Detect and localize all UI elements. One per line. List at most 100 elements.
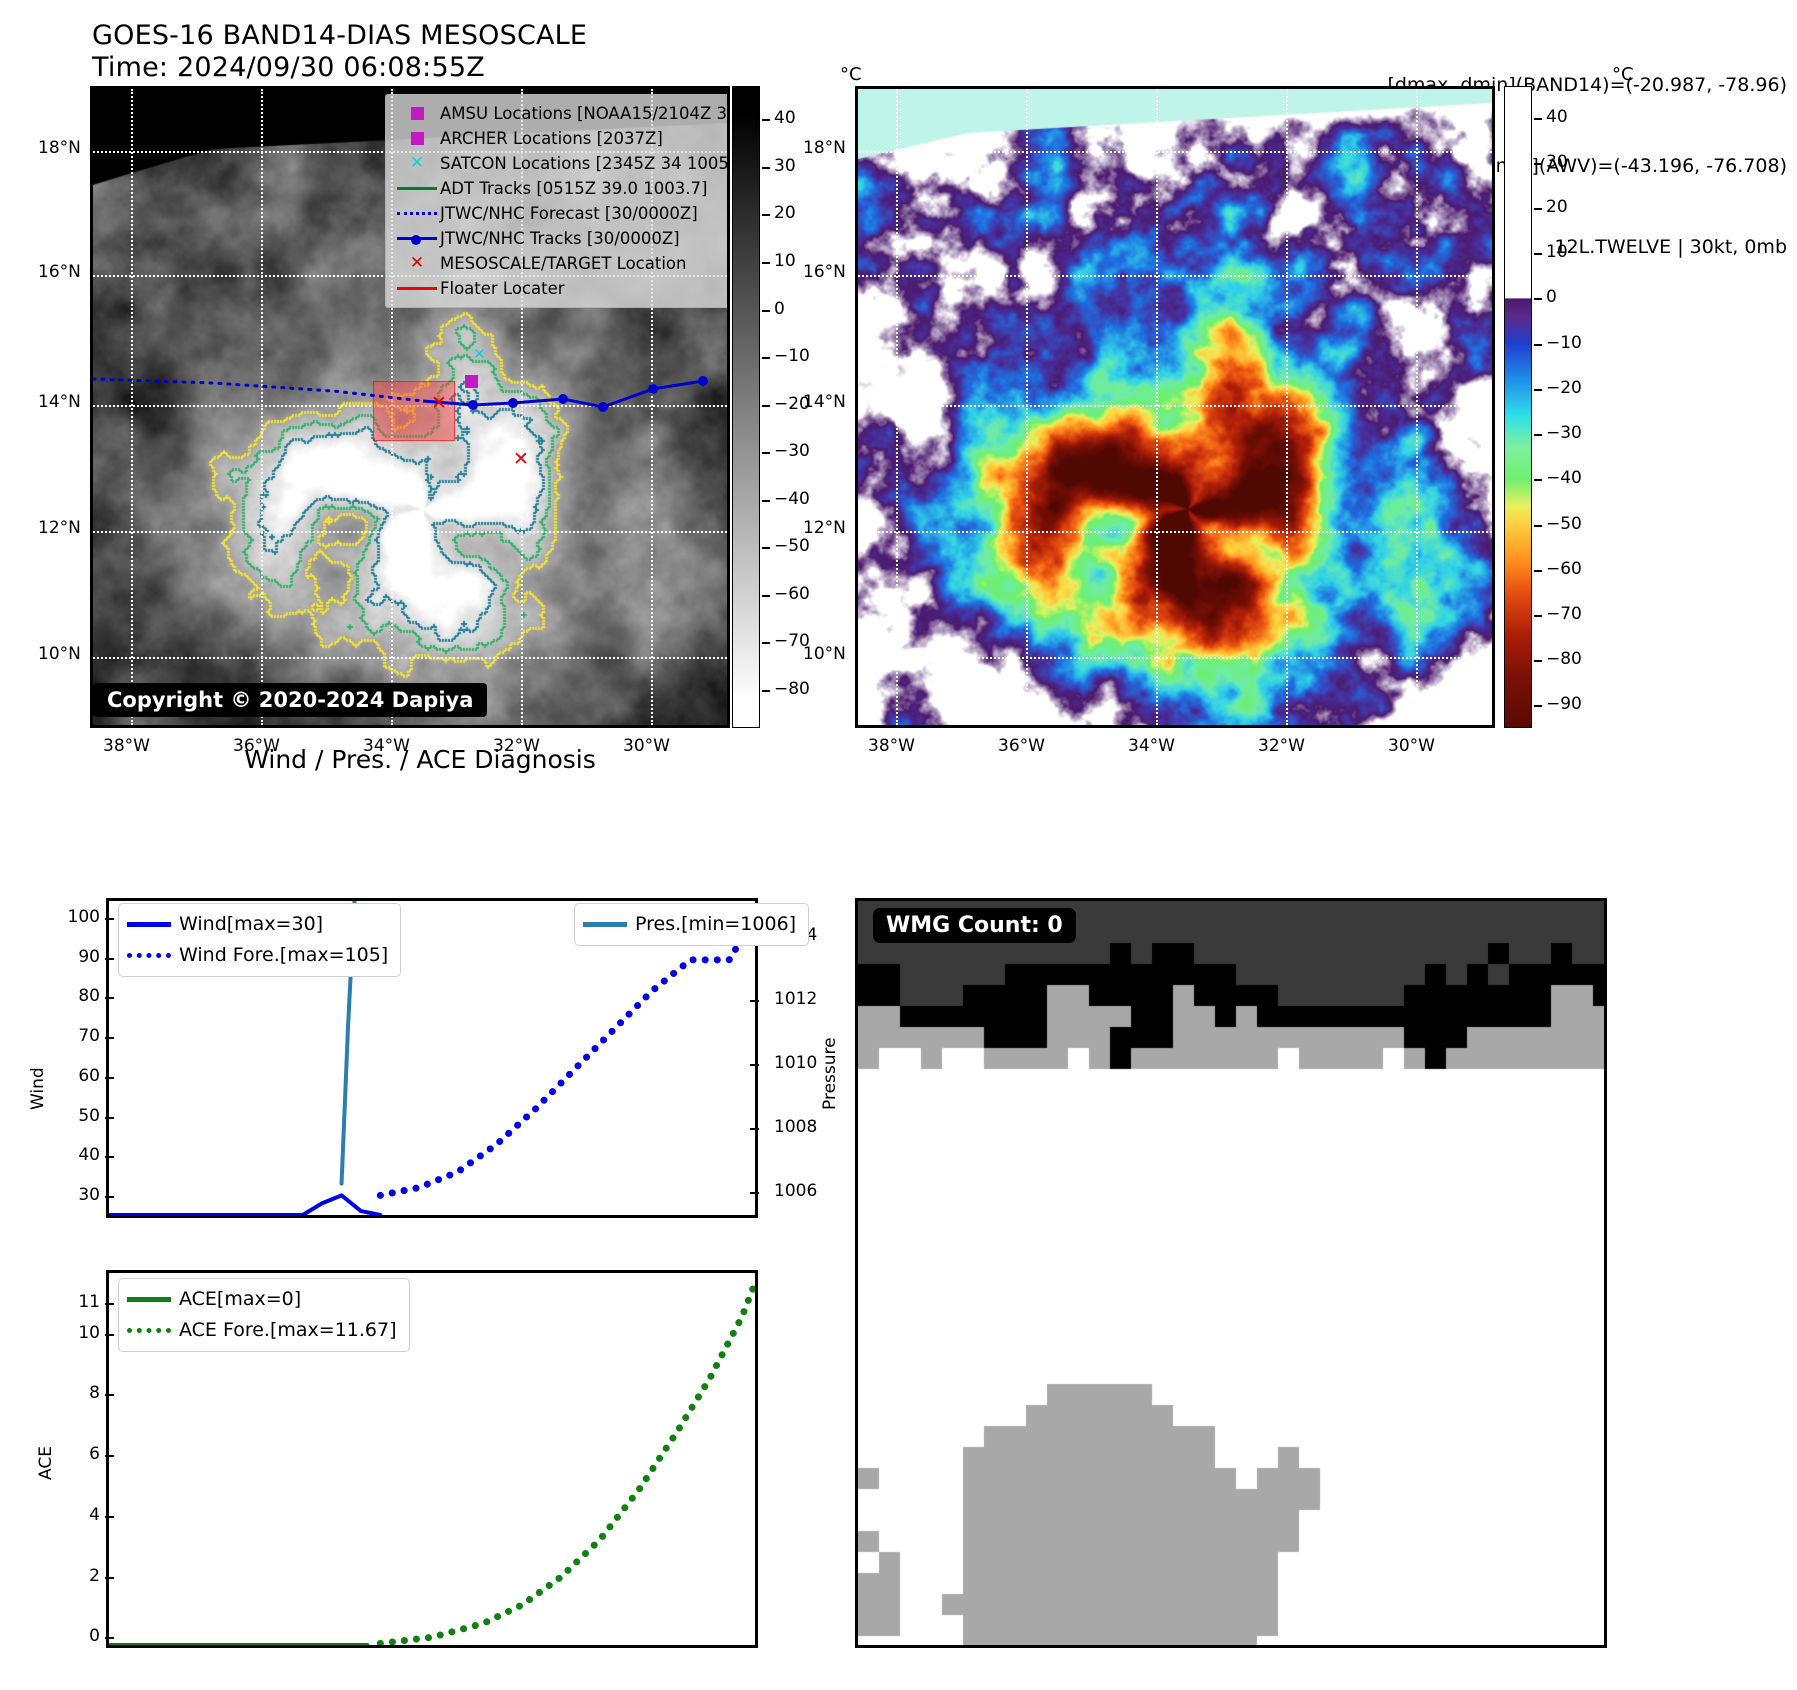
- colorbar-tick: −10: [774, 346, 810, 367]
- lat-tick-16n: 16°N: [803, 262, 846, 282]
- axis-tick: 1008: [774, 1117, 818, 1138]
- lon-tick-36w: 36°W: [998, 736, 1045, 756]
- legend-label: ADT Tracks [0515Z 39.0 1003.7]: [440, 179, 708, 198]
- lat-tick-12n: 12°N: [38, 518, 81, 538]
- axis-tick: 100: [67, 906, 100, 927]
- legend-item-floater-locater: Floater Locater: [394, 276, 727, 301]
- lat-tick-18n: 18°N: [38, 138, 81, 158]
- colorbar-tick: −30: [774, 441, 810, 462]
- lat-tick-14n: 14°N: [38, 392, 81, 412]
- wind-axis-label: Wind: [28, 1067, 48, 1110]
- axis-tick-mark: [105, 1576, 114, 1579]
- axis-tick-mark: [750, 1128, 759, 1131]
- ace-axis-label: ACE: [36, 1446, 56, 1480]
- storm-id-label: 12L.TWELVE | 30kt, 0mb: [1554, 236, 1787, 258]
- right-colorbar-units: °C: [1612, 64, 1634, 85]
- legend-label: ACE[max=0]: [179, 1288, 302, 1310]
- legend-item-pressure: Pres.[min=1006]: [583, 909, 796, 940]
- axis-tick: 30: [78, 1185, 100, 1206]
- lon-tick-30w: 30°W: [1388, 736, 1435, 756]
- axis-tick: 2: [89, 1565, 100, 1586]
- colorbar-tick: −70: [774, 631, 810, 652]
- axis-tick: 0: [89, 1626, 100, 1647]
- legend-item-jtwc-forecast: JTWC/NHC Forecast [30/0000Z]: [394, 201, 727, 226]
- lon-tick-32w: 32°W: [1258, 736, 1305, 756]
- axis-tick: 70: [78, 1026, 100, 1047]
- axis-tick: 4: [89, 1504, 100, 1525]
- colorbar-tick: −40: [1546, 468, 1582, 489]
- red-x-icon: ✕: [409, 253, 425, 273]
- ace-plot: [109, 1279, 755, 1645]
- svg-text:✕: ✕: [431, 392, 447, 414]
- legend-item-jtwc-tracks: JTWC/NHC Tracks [30/0000Z]: [394, 226, 727, 251]
- colorbar-tick: 10: [1546, 242, 1568, 263]
- lat-tick-10n: 10°N: [38, 644, 81, 664]
- left-colorbar-units: °C: [840, 64, 862, 85]
- band14-ir-map[interactable]: ✕ ✕ ✕ AMSU Locations [NOAA15/2104Z 31 10…: [90, 86, 730, 728]
- axis-tick: 8: [89, 1383, 100, 1404]
- lon-tick-34w: 34°W: [363, 736, 410, 756]
- green-solid-line-icon: [127, 1297, 179, 1302]
- axis-tick: 90: [78, 946, 100, 967]
- legend-item-satcon: ✕ SATCON Locations [2345Z 34 1005]: [394, 151, 727, 176]
- legend-item-archer: ARCHER Locations [2037Z]: [394, 126, 727, 151]
- colorbar-tick: −70: [1546, 603, 1582, 624]
- colorbar-tick: 0: [1546, 287, 1557, 308]
- axis-tick-mark: [105, 1637, 114, 1640]
- legend-label: ARCHER Locations [2037Z]: [440, 129, 663, 148]
- diagnosis-title: Wind / Pres. / ACE Diagnosis: [244, 745, 596, 774]
- colorbar-tick: −20: [1546, 377, 1582, 398]
- track-overlay: ✕ ✕ ✕: [93, 345, 708, 470]
- wmg-count-badge: WMG Count: 0: [873, 908, 1076, 943]
- lon-tick-38w: 38°W: [103, 736, 150, 756]
- legend-label: Wind Fore.[max=105]: [179, 944, 389, 966]
- lat-tick-10n: 10°N: [803, 644, 846, 664]
- pressure-legend: Pres.[min=1006]: [574, 903, 810, 946]
- axis-tick-mark: [105, 1394, 114, 1397]
- right-colorbar-ticks: 40 30 20 10 0 −10 −20 −30 −40 −50 −60 −70 −80 −90: [1534, 86, 1614, 728]
- axis-tick: 1012: [774, 989, 818, 1010]
- series-wind-fore-max-: [376, 913, 755, 1199]
- colorbar-tick: −10: [1546, 332, 1582, 353]
- axis-tick-mark: [105, 1116, 114, 1119]
- axis-tick-mark: [105, 1156, 114, 1159]
- lon-tick-32w: 32°W: [493, 736, 540, 756]
- colorbar-tick: −50: [1546, 513, 1582, 534]
- colorbar-tick: 30: [1546, 151, 1568, 172]
- legend-label: ACE Fore.[max=11.67]: [179, 1319, 397, 1341]
- green-line-icon: [394, 187, 440, 190]
- enhanced-ir-map[interactable]: [855, 86, 1495, 728]
- green-dotted-line-icon: [127, 1328, 179, 1333]
- enhanced-ir-imagery: [858, 89, 1492, 725]
- axis-tick: 80: [78, 986, 100, 1007]
- axis-tick: 50: [78, 1105, 100, 1126]
- axis-tick: 40: [78, 1145, 100, 1166]
- magenta-square-icon: [394, 132, 440, 145]
- colorbar-tick: 0: [774, 298, 785, 319]
- axis-tick-mark: [105, 917, 114, 920]
- right-colorbar-gradient: [1504, 86, 1532, 728]
- colorbar-tick: −80: [1546, 649, 1582, 670]
- axis-tick: 11: [78, 1292, 100, 1313]
- colorbar-tick: −40: [774, 488, 810, 509]
- colorbar-tick: −30: [1546, 423, 1582, 444]
- lat-tick-12n: 12°N: [803, 518, 846, 538]
- page-title: GOES-16 BAND14-DIAS MESOSCALE: [92, 20, 588, 51]
- axis-tick-mark: [105, 957, 114, 960]
- teal-solid-line-icon: [583, 922, 635, 927]
- axis-tick-mark: [105, 1196, 114, 1199]
- colorbar-tick: 20: [774, 203, 796, 224]
- legend-item-mesoscale-target: ✕ MESOSCALE/TARGET Location: [394, 251, 727, 276]
- floater-locater-box: [373, 381, 455, 441]
- colorbar-tick: −60: [774, 583, 810, 604]
- legend-item-ace-forecast: ACE Fore.[max=11.67]: [127, 1315, 397, 1346]
- legend-label: Wind[max=30]: [179, 913, 324, 935]
- wmg-panel[interactable]: [855, 898, 1607, 1648]
- legend-item-adt-tracks: ADT Tracks [0515Z 39.0 1003.7]: [394, 176, 727, 201]
- ace-legend: ACE[max=0] ACE Fore.[max=11.67]: [118, 1278, 410, 1352]
- wind-pressure-chart[interactable]: [106, 898, 758, 1218]
- lat-tick-18n: 18°N: [803, 138, 846, 158]
- legend-item-wind-forecast: Wind Fore.[max=105]: [127, 940, 388, 971]
- left-colorbar-ticks: 40 30 20 10 0 −10 −20 −30 −40 −50 −60 −70 −80: [762, 86, 832, 728]
- map-legend: AMSU Locations [NOAA15/2104Z 31 1004] AR…: [385, 94, 727, 308]
